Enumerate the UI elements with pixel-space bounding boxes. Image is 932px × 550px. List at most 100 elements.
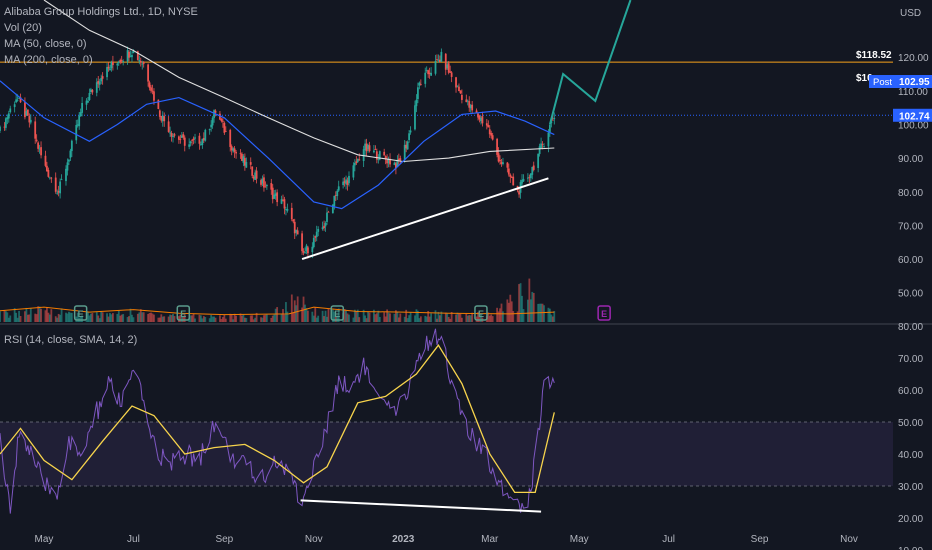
volume-bar [285, 302, 287, 322]
volume-bar [497, 311, 500, 322]
candle-body [543, 146, 545, 147]
candle-body [290, 207, 293, 220]
candle-body [120, 60, 123, 62]
volume-bar [48, 314, 51, 322]
rsi-axis-tick: 50.00 [898, 418, 923, 429]
volume-bar [314, 307, 317, 322]
volume-bar [157, 317, 160, 322]
candle-body [183, 137, 186, 146]
candle-body [509, 174, 512, 177]
earnings-marker[interactable]: E [176, 305, 191, 321]
volume-bar [368, 312, 371, 322]
volume-indicator-label[interactable]: Vol (20) [4, 22, 42, 34]
volume-bar [97, 315, 100, 322]
volume-bar [304, 304, 306, 322]
candle-body [136, 51, 139, 60]
candle-body [468, 101, 471, 108]
candle-body [302, 251, 305, 253]
volume-bar [469, 315, 472, 322]
candle-body [324, 223, 327, 227]
earnings-marker[interactable]: E [73, 305, 88, 321]
candle-body [312, 237, 315, 247]
volume-bar [466, 315, 469, 322]
candle-body [117, 61, 120, 63]
candle-body [106, 67, 108, 78]
volume-bar [233, 313, 236, 322]
candle-body [342, 181, 345, 186]
volume-bar [471, 312, 474, 322]
time-axis-tick: Jul [662, 534, 675, 545]
time-axis-tick: Sep [751, 534, 769, 545]
volume-bar [163, 316, 166, 322]
volume-bar [352, 317, 355, 322]
rsi-ma-line [0, 344, 555, 494]
candle-body [301, 233, 303, 252]
candle-body [522, 178, 525, 182]
candle-body [331, 204, 334, 214]
volume-bar [346, 313, 349, 322]
earnings-marker[interactable]: E [474, 305, 488, 321]
candle-body [47, 170, 50, 177]
volume-bar [109, 313, 111, 322]
volume-bar [507, 302, 510, 322]
candle-body [356, 158, 359, 163]
volume-bar [327, 308, 330, 322]
candle-body [425, 70, 428, 71]
candle-body [526, 177, 529, 179]
earnings-marker[interactable]: E [330, 305, 345, 321]
earnings-upcoming-marker[interactable]: E [597, 305, 611, 321]
volume-bar [499, 308, 501, 322]
symbol-title[interactable]: Alibaba Group Holdings Ltd., 1D, NYSE [4, 6, 198, 18]
volume-bar [76, 312, 79, 322]
price-axis-tick: 80.00 [898, 188, 923, 199]
candle-body [551, 119, 554, 121]
candle-body [235, 151, 237, 154]
volume-bar [201, 318, 204, 322]
candle-body [24, 102, 26, 118]
candle-body [141, 63, 144, 65]
volume-bar [95, 312, 98, 322]
candle-body [180, 135, 183, 138]
candle-body [315, 231, 318, 238]
volume-bar [418, 318, 421, 322]
ma50-indicator-label[interactable]: MA (50, close, 0) [4, 38, 87, 50]
candle-body [282, 199, 284, 201]
volume-bar [264, 314, 267, 322]
candle-body [408, 133, 411, 141]
candle-body [229, 129, 232, 147]
candle-body [274, 193, 277, 196]
volume-bar [0, 311, 1, 322]
volume-bar [355, 311, 358, 322]
time-axis-tick: May [570, 534, 589, 545]
candle-body [466, 100, 469, 102]
candle-body [477, 113, 479, 118]
candle-body [198, 135, 201, 144]
volume-bar [88, 315, 91, 322]
volume-bar [377, 310, 380, 322]
price-axis-unit: USD [900, 8, 921, 19]
volume-bar [274, 308, 277, 322]
rsi-indicator-label[interactable]: RSI (14, close, SMA, 14, 2) [4, 334, 138, 346]
candles-group [0, 46, 556, 259]
earnings-marker-label: E [78, 309, 84, 319]
rsi-line [0, 328, 555, 514]
candle-body [427, 70, 430, 75]
candle-body [547, 132, 550, 147]
volume-bar [488, 315, 491, 322]
volume-bar [170, 315, 173, 322]
volume-bar [333, 311, 336, 322]
volume-bar [3, 310, 6, 322]
rsi-axis-tick: 80.00 [898, 322, 923, 333]
candle-body [460, 94, 463, 100]
candle-body [97, 81, 100, 84]
candle-body [157, 99, 160, 109]
projection-path [548, 0, 632, 125]
candle-body [110, 62, 113, 69]
volume-bar [439, 315, 441, 322]
candle-body [40, 147, 42, 156]
volume-bar [153, 314, 155, 322]
volume-bar [239, 313, 242, 322]
ma200-indicator-label[interactable]: MA (200, close, 0) [4, 54, 93, 66]
candle-body [15, 99, 18, 103]
